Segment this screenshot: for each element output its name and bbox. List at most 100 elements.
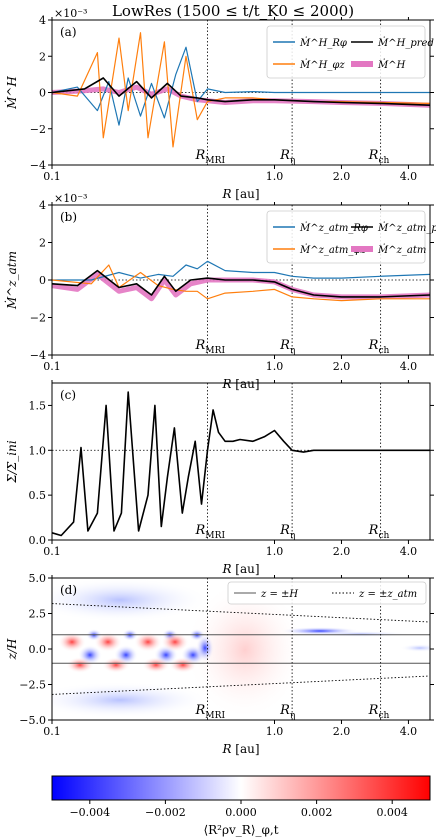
legend-label: Ṁ^H [377,59,406,71]
x-axis-label: R [au] [221,187,259,201]
legend-label: Ṁ^z_atm_φz [299,244,366,256]
y-tick-label: 1.0 [29,444,47,457]
marker-label: Rch [368,523,390,541]
y-tick-label: 0 [39,274,46,287]
y-tick-label: −5.0 [19,714,46,727]
y-tick-label: 5.0 [29,572,47,585]
x-tick-label: 0.1 [43,545,61,558]
x-tick-label: 1.0 [266,545,284,558]
x-tick-label: 2.0 [333,545,351,558]
colorbar-label: ⟨R²ρv_R⟩_φ,t [203,823,278,837]
panel-tag: (d) [60,583,77,597]
heatmap-region [310,631,410,637]
y-tick-label: −4 [30,349,46,362]
legend-label: Ṁ^H_Rφ [299,37,347,49]
x-tick-label: 0.1 [43,170,61,183]
x-axis-label: R [au] [221,377,259,391]
x-tick-label: 0.1 [43,725,61,738]
heatmap-region [52,682,210,718]
y-scale-factor: ×10⁻³ [54,192,87,205]
heatmap-region [102,657,130,673]
legend-label: Ṁ^z_atm_Rφ [299,222,368,234]
marker-label: Rch [368,703,390,721]
colorbar-tick-label: −0.002 [145,806,186,819]
x-axis-label: R [au] [221,562,259,576]
legend-box [266,25,426,79]
y-tick-label: 0.5 [29,489,47,502]
colorbar-tick-label: 0.000 [225,806,257,819]
panel-d: −5.0 −2.5 0.0 2.5 5.0 0.1 1.0 2.0 4.0 R [au] RMRI R… [5,572,434,837]
y-tick-label: 4 [39,199,46,212]
y-tick-label: 4 [39,14,46,27]
marker-label: Rη [279,703,295,721]
marker-label: RMRI [195,338,226,356]
figure-title: LowRes (1500 ≤ t/t_K0 ≤ 2000) [112,2,354,20]
x-axis-label: R [au] [221,742,259,756]
legend-label: Ṁ^H_pred [377,37,434,49]
marker-label: Rch [368,148,390,166]
series-line [52,260,431,281]
heatmap-region [400,644,430,652]
heatmap-region [161,632,189,652]
x-tick-label: 2.0 [333,360,351,373]
y-axis-label: z/H [5,638,19,660]
marker-label: Rη [279,338,295,356]
heatmap-region [66,657,94,673]
z-atm-line [52,675,430,695]
y-tick-label: −2 [30,312,46,325]
y-tick-label: −2.5 [19,679,46,692]
y-tick-label: 2 [39,50,46,63]
y-tick-label: 2.5 [29,608,47,621]
colorbar-tick-label: 0.002 [301,806,333,819]
y-axis-label: Ṁ^H [4,76,19,110]
panel-c: 0.0 0.5 1.0 1.5 0.1 1.0 2.0 4.0 R [au] RMRI Rη Rch (… [5,380,434,576]
panel-a: −4 −2 0 2 4 0.1 1.0 2.0 4.0 R [au] RMRI Rη Rch (a) Ṁ^H… [4,7,434,201]
marker-label: RMRI [195,523,226,541]
z-atm-line [52,603,430,623]
series-line [51,264,430,302]
x-tick-label: 4.0 [400,360,418,373]
y-tick-label: −4 [30,159,46,172]
y-tick-label: 0 [39,87,46,100]
x-tick-label: 1.0 [266,170,284,183]
colorbar-tick-label: 0.004 [376,806,408,819]
series-line [51,271,431,302]
panel-tag: (b) [60,210,77,224]
heatmap-region [52,578,210,622]
panel-b: −4 −2 0 2 4 0.1 1.0 2.0 4.0 R [au] RMRI Rη Rch (b) Ṁ^z… [4,192,436,391]
x-tick-label: 2.0 [333,170,351,183]
heatmap-region [196,634,214,662]
panel-tag: (a) [60,25,77,39]
y-tick-label: −2 [30,123,46,136]
legend-box [266,210,426,264]
x-tick-label: 4.0 [400,725,418,738]
y-axis-label: Ṁ^z_atm [4,251,19,310]
heatmap-region [169,657,197,673]
legend-label: Ṁ^z_atm_pred [377,222,436,234]
heatmap-region [142,657,170,673]
x-tick-label: 1.0 [266,725,284,738]
marker-label: RMRI [195,703,226,721]
x-tick-label: 1.0 [266,360,284,373]
marker-label: RMRI [195,148,226,166]
panel-tag: (c) [60,388,76,402]
y-tick-label: 0.0 [29,534,47,547]
legend-box [227,581,427,605]
x-tick-label: 4.0 [400,545,418,558]
legend-label: z = ±z_atm [358,589,417,600]
series-line [51,269,431,298]
marker-label: Rη [279,523,295,541]
marker-label: Rch [368,338,390,356]
heatmap-region [58,632,86,652]
heatmap-region [134,632,162,652]
x-tick-label: 2.0 [333,725,351,738]
y-tick-label: 0.0 [29,643,47,656]
x-tick-label: 4.0 [400,170,418,183]
y-tick-label: 2 [39,237,46,250]
heatmap-region [185,580,305,720]
heatmap-region [94,632,122,652]
x-tick-label: 0.1 [43,360,61,373]
axes-frame [51,382,431,541]
y-scale-factor: ×10⁻³ [54,7,87,20]
